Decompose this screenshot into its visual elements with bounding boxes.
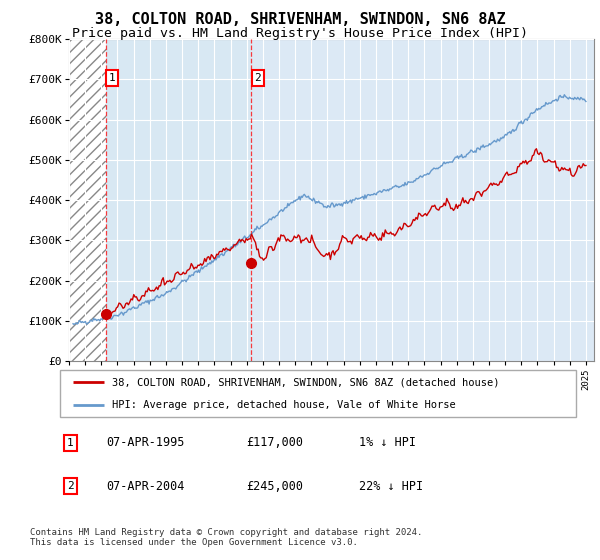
Text: 1: 1 xyxy=(109,73,116,83)
Bar xyxy=(69,39,106,361)
Text: 1: 1 xyxy=(67,438,74,448)
Text: 38, COLTON ROAD, SHRIVENHAM, SWINDON, SN6 8AZ (detached house): 38, COLTON ROAD, SHRIVENHAM, SWINDON, SN… xyxy=(112,377,499,388)
Text: 07-APR-2004: 07-APR-2004 xyxy=(106,480,185,493)
Bar xyxy=(106,39,251,361)
Text: 2: 2 xyxy=(67,481,74,491)
Text: £117,000: £117,000 xyxy=(246,436,303,449)
Text: 1% ↓ HPI: 1% ↓ HPI xyxy=(359,436,416,449)
Text: £245,000: £245,000 xyxy=(246,480,303,493)
Text: Price paid vs. HM Land Registry's House Price Index (HPI): Price paid vs. HM Land Registry's House … xyxy=(72,27,528,40)
Text: 2: 2 xyxy=(254,73,261,83)
Text: 38, COLTON ROAD, SHRIVENHAM, SWINDON, SN6 8AZ: 38, COLTON ROAD, SHRIVENHAM, SWINDON, SN… xyxy=(95,12,505,27)
Text: HPI: Average price, detached house, Vale of White Horse: HPI: Average price, detached house, Vale… xyxy=(112,400,455,410)
Text: Contains HM Land Registry data © Crown copyright and database right 2024.
This d: Contains HM Land Registry data © Crown c… xyxy=(30,528,422,547)
Text: 22% ↓ HPI: 22% ↓ HPI xyxy=(359,480,424,493)
Text: 07-APR-1995: 07-APR-1995 xyxy=(106,436,185,449)
FancyBboxPatch shape xyxy=(60,370,576,417)
